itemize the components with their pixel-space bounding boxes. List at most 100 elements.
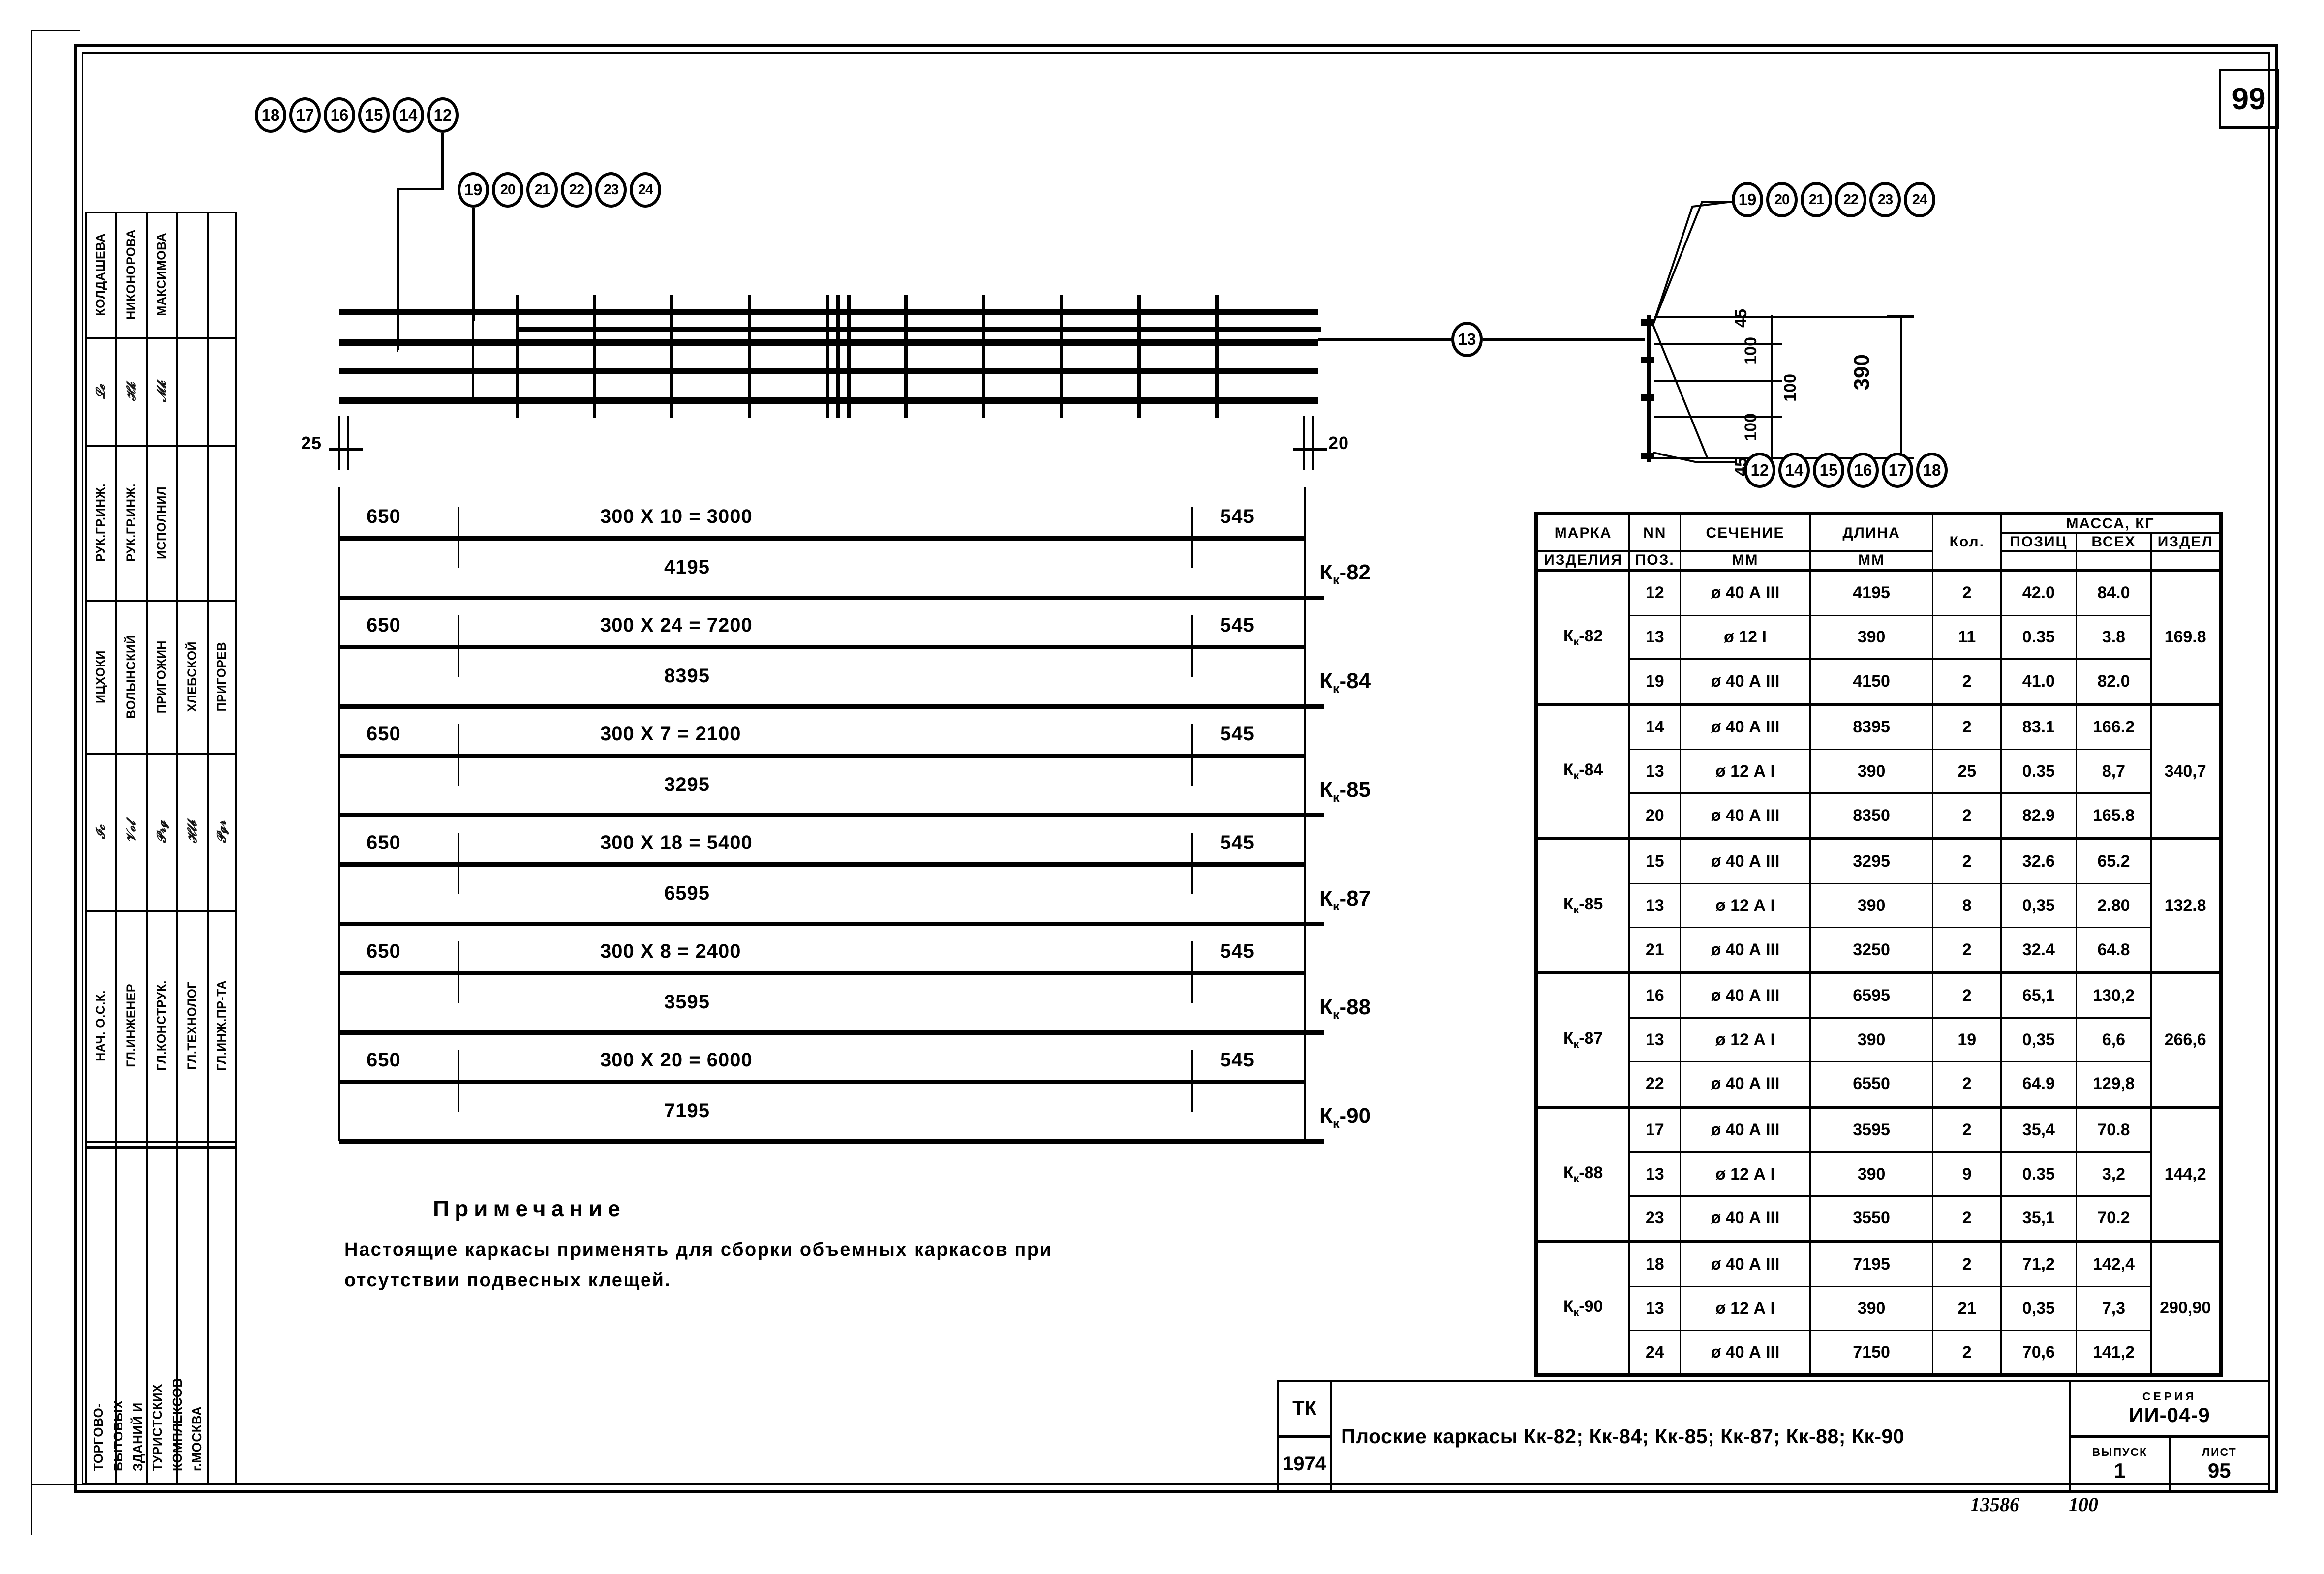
series-label: СЕРИЯ xyxy=(2142,1390,2197,1403)
spec-section: ø 40 А III xyxy=(1680,1330,1811,1375)
spec-qty: 2 xyxy=(1932,972,2002,1019)
spec-section: ø 40 А III xyxy=(1680,703,1811,751)
spec-mass-all: 2.80 xyxy=(2075,883,2152,929)
series-cell: СЕРИЯ ИИ-04-9 xyxy=(2071,1382,2268,1438)
dimension-total-4: 6595 xyxy=(664,882,710,904)
edge-mark xyxy=(1312,416,1314,470)
table-row: Кк-88 17 ø 40 А III 3595 2 35,4 70.8 144,2 xyxy=(1536,1106,2220,1242)
tk-label: ТК xyxy=(1279,1382,1330,1438)
signature-3: 𝓜𝓴 xyxy=(154,381,169,402)
spec-section: ø 40 А III xyxy=(1680,658,1811,705)
balloon-20[interactable]: 20 xyxy=(492,172,523,208)
stamp-role2-2: ГЛ.ИНЖЕНЕР xyxy=(124,984,138,1067)
title-block: ТК 1974 Плоские каркасы Кк-82; Кк-84; Кк… xyxy=(1277,1380,2270,1493)
spec-section: ø 40 А III xyxy=(1680,1241,1811,1288)
frame-mark-3: Кк-85 xyxy=(1319,778,1371,805)
stamp-name2-4: ХЛЕБСКОЙ xyxy=(185,641,199,712)
spec-qty: 2 xyxy=(1932,1106,2002,1153)
rebar-stirrup xyxy=(1137,295,1141,418)
spec-pos: 23 xyxy=(1628,1195,1682,1242)
series-value: ИИ-04-9 xyxy=(2129,1403,2210,1427)
frame-mark-5: Кк-88 xyxy=(1319,995,1371,1022)
extension-line xyxy=(1773,316,1900,318)
spec-length: 6550 xyxy=(1809,1061,1934,1108)
balloon-db-16[interactable]: 16 xyxy=(1847,453,1879,488)
table-row: Кк-85 15 ø 40 А III 3295 2 32.6 65.2 132.8 xyxy=(1536,838,2220,974)
dimension-tick xyxy=(458,507,459,568)
leader-line xyxy=(472,208,475,321)
rebar-stirrup xyxy=(1215,295,1219,418)
spec-section: ø 40 А III xyxy=(1680,1195,1811,1242)
spec-qty: 9 xyxy=(1932,1151,2002,1197)
balloon-13[interactable]: 13 xyxy=(1451,322,1483,357)
balloon-16[interactable]: 16 xyxy=(324,97,355,133)
spec-length: 3250 xyxy=(1809,927,1934,974)
balloon-17[interactable]: 17 xyxy=(289,97,321,133)
balloon-d-23[interactable]: 23 xyxy=(1869,182,1901,217)
balloon-d-20[interactable]: 20 xyxy=(1766,182,1798,217)
rebar-longitudinal-3 xyxy=(339,368,1318,374)
signature-4: 𝓘𝓬 xyxy=(93,824,108,839)
spec-mass-all: 6,6 xyxy=(2075,1017,2152,1063)
balloon-db-18[interactable]: 18 xyxy=(1916,453,1948,488)
spec-mass-all: 166.2 xyxy=(2075,703,2152,751)
spec-mark: Кк-87 xyxy=(1536,972,1630,1108)
signature-1: 𝓛𝓮 xyxy=(93,384,108,399)
stamp-rule xyxy=(207,212,209,1485)
balloon-d-24[interactable]: 24 xyxy=(1904,182,1935,217)
edge-mark xyxy=(1293,448,1327,451)
rebar-stirrup xyxy=(982,295,985,418)
spec-mass-all: 129,8 xyxy=(2075,1061,2152,1108)
balloon-d-22[interactable]: 22 xyxy=(1835,182,1866,217)
stamp-role2-1: НАЧ. О.С.К. xyxy=(93,990,108,1061)
balloon-15[interactable]: 15 xyxy=(358,97,390,133)
balloon-db-15[interactable]: 15 xyxy=(1813,453,1844,488)
th-pos-sub: ПОЗ. xyxy=(1628,550,1682,571)
spec-mass-pos: 42.0 xyxy=(2000,569,2077,616)
issue-value: 1 xyxy=(2114,1458,2126,1482)
specification-table: МАРКА NN СЕЧЕНИЕ ДЛИНА Кол. МАССА, КГ ПО… xyxy=(1534,512,2223,1377)
stamp-name2-3: ПРИГОЖИН xyxy=(154,640,169,714)
spec-section: ø 12 А I xyxy=(1680,1017,1811,1063)
specification-body: Кк-82 12 ø 40 А III 4195 2 42.0 84.0 169.8 13 ø 1… xyxy=(1536,569,2220,1375)
table-row: Кк-90 18 ø 40 А III 7195 2 71,2 142,4 290,90 xyxy=(1536,1241,2220,1375)
drawing-code-2: 100 xyxy=(2069,1493,2098,1515)
balloon-22[interactable]: 22 xyxy=(561,172,592,208)
balloon-db-17[interactable]: 17 xyxy=(1882,453,1913,488)
stamp-rule xyxy=(115,212,117,1485)
dimension-right-5: 545 xyxy=(1220,940,1254,962)
spec-pos: 22 xyxy=(1628,1061,1682,1108)
balloon-d-21[interactable]: 21 xyxy=(1801,182,1832,217)
balloon-14[interactable]: 14 xyxy=(393,97,424,133)
spec-qty: 2 xyxy=(1932,927,2002,974)
balloon-db-12[interactable]: 12 xyxy=(1744,453,1775,488)
table-row: 21 ø 40 А III 3250 2 32.4 64.8 xyxy=(1537,927,2220,974)
balloon-db-14[interactable]: 14 xyxy=(1778,453,1810,488)
balloon-d-19[interactable]: 19 xyxy=(1732,182,1763,217)
stamp-rule xyxy=(235,212,237,1485)
spec-mass-pos: 0,35 xyxy=(2000,1286,2077,1331)
sheet-cell: ЛИСТ 95 xyxy=(2171,1438,2268,1491)
spec-section: ø 40 А III xyxy=(1680,927,1811,974)
dimension-line-total xyxy=(339,704,1324,709)
balloon-19[interactable]: 19 xyxy=(458,172,489,208)
balloon-12[interactable]: 12 xyxy=(427,97,459,133)
dimension-line-total xyxy=(339,922,1324,926)
spec-pos: 13 xyxy=(1628,749,1682,794)
balloon-23[interactable]: 23 xyxy=(595,172,627,208)
spec-pos: 24 xyxy=(1628,1330,1682,1375)
spec-pos: 15 xyxy=(1628,838,1682,885)
spec-qty: 21 xyxy=(1932,1286,2002,1331)
spec-length: 7150 xyxy=(1809,1330,1934,1375)
stamp-name2-2: ВОЛЫНСКИЙ xyxy=(124,635,138,719)
spec-length: 3550 xyxy=(1809,1195,1934,1242)
stamp-role-1: РУК.ГР.ИНЖ. xyxy=(93,484,108,562)
balloon-24[interactable]: 24 xyxy=(630,172,661,208)
spec-length: 4195 xyxy=(1809,569,1934,616)
dimension-tick xyxy=(458,833,459,894)
spec-total-mass: 169.8 xyxy=(2150,569,2220,705)
balloon-21[interactable]: 21 xyxy=(526,172,558,208)
th-mass-all-2 xyxy=(2075,550,2152,571)
balloon-18[interactable]: 18 xyxy=(255,97,286,133)
dimension-right-4: 545 xyxy=(1220,832,1254,853)
